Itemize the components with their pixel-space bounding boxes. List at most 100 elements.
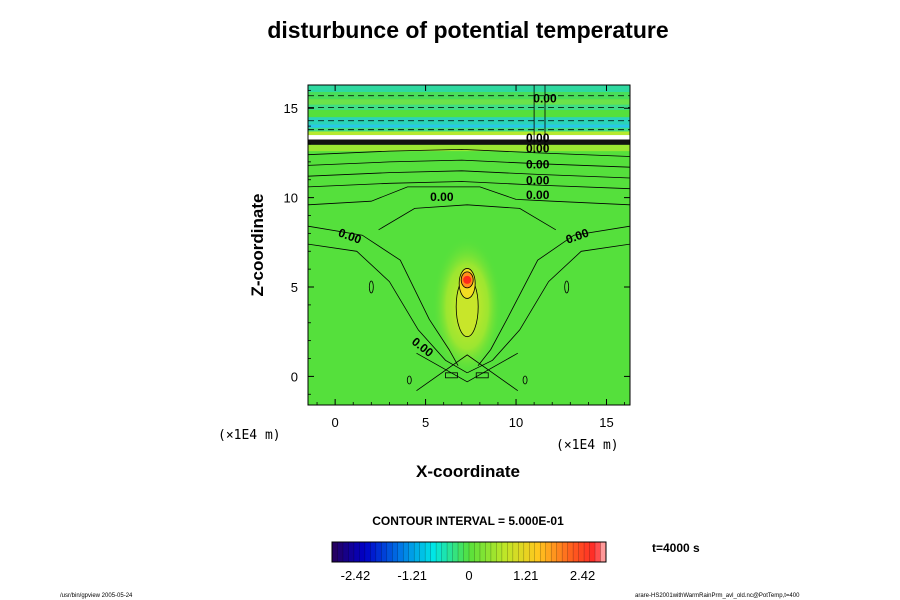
colorbar-tick-label: 0 xyxy=(465,568,472,583)
colorbar-cell xyxy=(436,542,442,562)
colorbar-tick-label: 1.21 xyxy=(513,568,538,583)
colorbar-cell xyxy=(370,542,377,562)
colorbar-cell xyxy=(545,542,552,562)
contour-label: 0.00 xyxy=(430,190,454,204)
colorbar-cell xyxy=(573,542,579,562)
y-tick-label: 5 xyxy=(291,280,298,295)
contour-line xyxy=(308,159,630,168)
colorbar-cell xyxy=(518,542,525,562)
colorbar-cell xyxy=(490,542,497,562)
colorbar-cell xyxy=(419,542,426,562)
colorbar-tick-label: -2.42 xyxy=(341,568,371,583)
y-tick-label: 15 xyxy=(284,101,298,116)
contour-interval-text: CONTOUR INTERVAL = 5.000E-01 xyxy=(372,514,564,528)
colorbar-cell xyxy=(414,542,420,562)
y-tick-label: 10 xyxy=(284,191,298,206)
x-axis: 0 5 10 15 xyxy=(316,85,625,430)
plot-frame xyxy=(307,84,631,406)
contour-loop xyxy=(368,280,374,294)
footer-left: /usr/bin/gpview 2005-05-24 xyxy=(60,593,133,599)
colorbar-cell xyxy=(447,542,453,562)
colorbar-cell xyxy=(381,542,388,562)
contour-line xyxy=(308,148,630,157)
colorbar-cell xyxy=(496,542,503,562)
footer-right: arare-HS2001withWarmRainPrm_avl_old.nc@P… xyxy=(635,593,800,599)
layer-band xyxy=(308,144,630,152)
colorbar-cell xyxy=(584,542,590,562)
colorbar-cell xyxy=(403,542,410,562)
contour-loop xyxy=(522,375,528,385)
colorbar-cell xyxy=(348,542,355,562)
colorbar-ticks: -2.42 -1.21 0 1.21 2.42 xyxy=(341,568,596,583)
contour-box xyxy=(445,372,458,379)
x-tick-label: 5 xyxy=(422,415,429,430)
z-unit-label: (×1E4 m) xyxy=(218,428,281,443)
contour-line xyxy=(308,225,459,366)
contour-loop xyxy=(564,280,570,294)
colorbar-cell xyxy=(512,542,519,562)
plot-area xyxy=(308,85,630,405)
layer-band xyxy=(308,124,630,128)
y-tick-label: 0 xyxy=(291,369,298,384)
bubble-core xyxy=(463,275,472,284)
colorbar-cell xyxy=(589,542,596,562)
colorbar-cell xyxy=(540,542,547,562)
colorbar-cell xyxy=(332,542,338,562)
colorbar-tick-label: -1.21 xyxy=(397,568,427,583)
contour-line xyxy=(378,204,557,231)
y-axis-label: Z-coordinate xyxy=(248,194,267,297)
colorbar-cell xyxy=(397,542,404,562)
warm-bubble xyxy=(432,236,503,377)
x-unit-label: (×1E4 m) xyxy=(556,438,619,453)
stratified-upper-layer xyxy=(308,85,630,152)
layer-band xyxy=(308,139,630,145)
layer-band xyxy=(308,135,630,140)
x-tick-label: 10 xyxy=(509,415,523,430)
contour-label: 0.00 xyxy=(533,91,557,105)
colorbar-cell xyxy=(567,542,574,562)
contour-label: 0.00 xyxy=(526,142,550,156)
colorbar-cell xyxy=(501,542,508,562)
contour-line xyxy=(467,243,630,374)
colorbar-cell xyxy=(529,542,536,562)
colorbar xyxy=(331,541,607,563)
colorbar-cell xyxy=(408,542,415,562)
x-tick-label: 0 xyxy=(332,415,339,430)
colorbar-cell xyxy=(534,542,541,562)
contour-line xyxy=(477,225,630,366)
colorbar-cell xyxy=(578,542,585,562)
contour-label: 0.00 xyxy=(526,188,550,202)
contour-line xyxy=(308,186,630,206)
colorbar-cell xyxy=(364,542,371,562)
colorbar-cell xyxy=(430,542,437,562)
colorbar-cell xyxy=(551,542,557,562)
contour-line xyxy=(416,352,518,383)
contour-label: 0.00 xyxy=(526,131,550,145)
colorbar-frame xyxy=(331,541,607,563)
colorbar-cell xyxy=(479,542,486,562)
colorbar-cell xyxy=(458,542,464,562)
contour-loop xyxy=(406,375,412,385)
contour-line xyxy=(308,181,630,190)
colorbar-cell xyxy=(600,542,607,562)
contour-line xyxy=(308,243,468,374)
colorbar-cell xyxy=(474,542,481,562)
contour-lines xyxy=(308,85,630,392)
time-label: t=4000 s xyxy=(652,541,700,555)
y-axis: 0 5 10 15 xyxy=(284,89,630,395)
contour-line xyxy=(416,354,519,392)
chart-title: disturbunce of potential temperature xyxy=(267,17,668,43)
colorbar-tick-label: 2.42 xyxy=(570,568,595,583)
contour-line xyxy=(308,170,630,179)
colorbar-cell xyxy=(485,542,492,562)
x-tick-label: 15 xyxy=(599,415,613,430)
layer-band xyxy=(308,110,630,118)
colorbar-cell xyxy=(562,542,568,562)
colorbar-cell xyxy=(441,542,448,562)
layer-band xyxy=(308,85,630,93)
layer-band xyxy=(308,99,630,105)
colorbar-cell xyxy=(452,542,459,562)
colorbar-cell xyxy=(523,542,530,562)
colorbar-cell xyxy=(595,542,601,562)
